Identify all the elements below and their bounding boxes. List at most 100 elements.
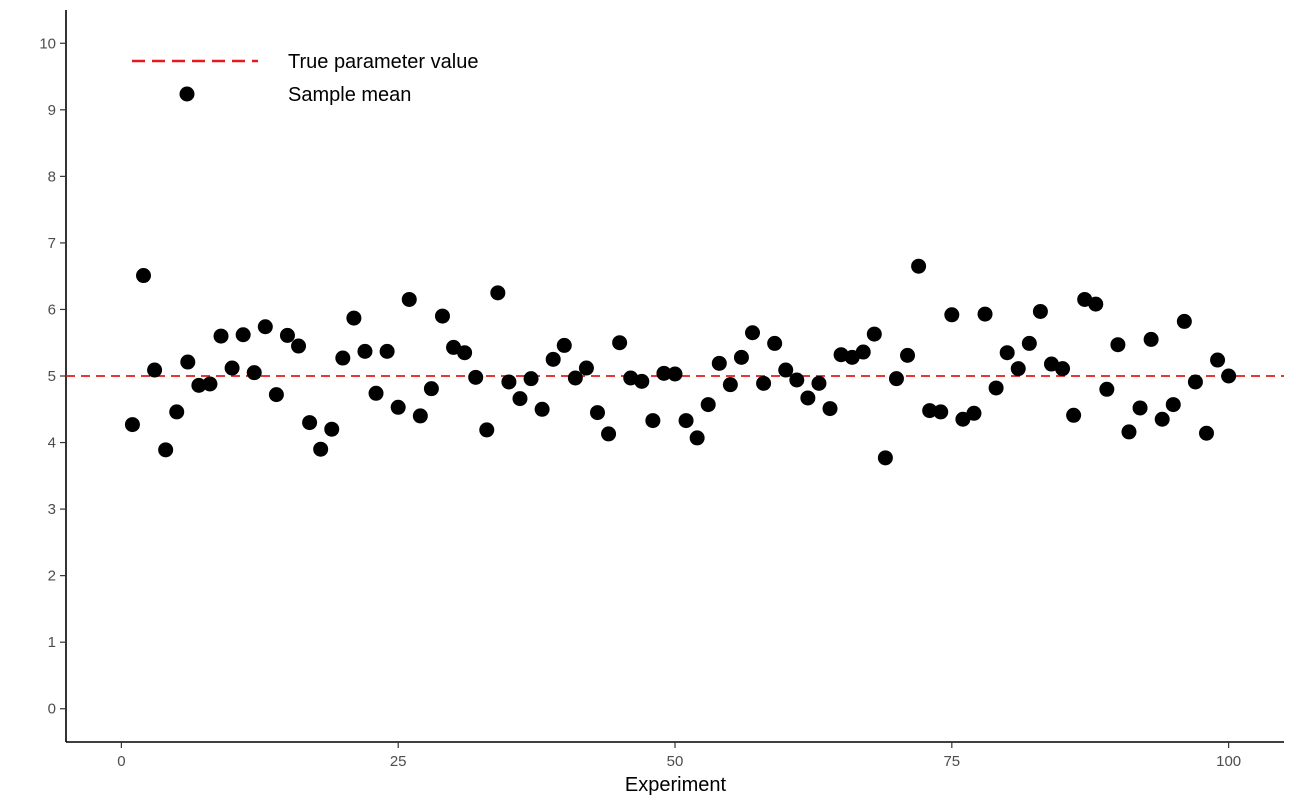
data-point — [169, 404, 185, 420]
data-point — [733, 349, 749, 365]
data-point — [567, 370, 583, 386]
data-point — [523, 371, 539, 387]
data-point — [1221, 368, 1237, 384]
data-point — [302, 415, 318, 431]
data-point — [313, 441, 329, 457]
y-tick-label: 1 — [48, 634, 56, 651]
data-point — [246, 365, 262, 381]
data-point — [745, 325, 761, 341]
data-point — [213, 328, 229, 344]
data-point — [955, 411, 971, 427]
data-point — [401, 291, 417, 307]
data-point — [1210, 352, 1226, 368]
data-point — [767, 335, 783, 351]
data-point — [1198, 425, 1214, 441]
data-point — [1032, 303, 1048, 319]
data-point — [1132, 400, 1148, 416]
data-point — [512, 391, 528, 407]
y-tick-label: 2 — [48, 568, 56, 585]
data-point — [589, 405, 605, 421]
data-points — [124, 258, 1237, 466]
y-tick-label: 8 — [48, 168, 56, 185]
data-point — [324, 421, 340, 437]
data-point — [999, 345, 1015, 361]
data-point — [900, 347, 916, 363]
data-point — [811, 375, 827, 391]
data-point — [800, 390, 816, 406]
data-point — [1143, 331, 1159, 347]
data-point — [888, 371, 904, 387]
data-point — [700, 397, 716, 413]
data-point — [601, 426, 617, 442]
y-tick-label: 7 — [48, 235, 56, 252]
data-point — [412, 408, 428, 424]
data-point — [390, 399, 406, 415]
data-point — [977, 306, 993, 322]
data-point — [866, 326, 882, 342]
data-point — [479, 422, 495, 438]
x-tick-label: 100 — [1216, 753, 1241, 770]
data-point — [268, 387, 284, 403]
data-point — [346, 310, 362, 326]
data-point — [224, 360, 240, 376]
data-point — [778, 362, 794, 378]
data-point — [756, 375, 772, 391]
data-point — [1055, 361, 1071, 377]
data-point — [789, 372, 805, 388]
legend-label-reference: True parameter value — [288, 51, 478, 73]
data-point — [545, 351, 561, 367]
data-point — [645, 413, 661, 429]
data-point — [911, 258, 927, 274]
data-point — [235, 327, 251, 343]
data-point — [368, 385, 384, 401]
data-point — [257, 319, 273, 335]
data-point — [656, 365, 672, 381]
data-point — [434, 308, 450, 324]
x-tick-label: 50 — [667, 753, 684, 770]
data-point — [180, 354, 196, 370]
data-point — [124, 417, 140, 433]
x-tick-label: 0 — [117, 753, 125, 770]
data-point — [202, 376, 218, 392]
data-point — [722, 377, 738, 393]
x-tick-label: 25 — [390, 753, 407, 770]
data-point — [1154, 411, 1170, 427]
data-point — [1187, 374, 1203, 390]
data-point — [279, 327, 295, 343]
data-point — [612, 335, 628, 351]
y-tick-label: 4 — [48, 435, 56, 452]
data-point — [933, 404, 949, 420]
y-tick-label: 3 — [48, 501, 56, 518]
data-point — [468, 369, 484, 385]
data-point — [357, 343, 373, 359]
data-point — [1088, 296, 1104, 312]
data-point — [711, 355, 727, 371]
x-axis-title: Experiment — [625, 774, 727, 796]
data-point — [457, 345, 473, 361]
data-point — [966, 405, 982, 421]
data-point — [158, 442, 174, 458]
data-point — [291, 338, 307, 354]
y-tick-label: 5 — [48, 368, 56, 385]
data-point — [1021, 335, 1037, 351]
data-point — [379, 343, 395, 359]
data-point — [944, 307, 960, 323]
x-tick-label: 75 — [943, 753, 960, 770]
legend: True parameter value Sample mean — [132, 51, 478, 106]
data-point — [689, 430, 705, 446]
data-point — [1110, 337, 1126, 353]
y-tick-label: 0 — [48, 701, 56, 718]
data-point — [678, 413, 694, 429]
legend-label-series: Sample mean — [288, 84, 411, 106]
data-point — [534, 401, 550, 417]
data-point — [1066, 407, 1082, 423]
data-point — [191, 377, 207, 393]
data-point — [490, 285, 506, 301]
data-point — [822, 401, 838, 417]
data-point — [147, 362, 163, 378]
data-point — [578, 360, 594, 376]
data-point — [667, 366, 683, 382]
